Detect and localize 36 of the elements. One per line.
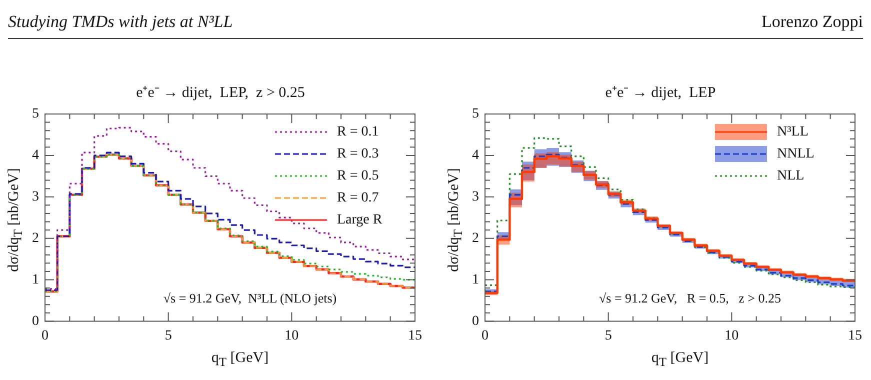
y-tick-label: 1 bbox=[32, 272, 39, 288]
chart-title: e⁺e⁻ → dijet, LEP, z > 0.25 bbox=[136, 84, 305, 101]
y-tick-label: 4 bbox=[472, 148, 479, 164]
y-tick-label: 0 bbox=[32, 314, 39, 329]
x-tick-label: 0 bbox=[42, 328, 48, 344]
y-tick-label: 3 bbox=[32, 190, 39, 205]
x-tick-label: 15 bbox=[408, 328, 422, 344]
x-tick-label: 10 bbox=[724, 328, 739, 344]
y-tick-label: 5 bbox=[32, 106, 39, 122]
y-tick-label: 2 bbox=[32, 230, 39, 246]
legend-label: N³LL bbox=[777, 124, 808, 140]
x-axis-title: q$_{T}$ [GeV] bbox=[211, 350, 269, 370]
legend-label: Large R bbox=[337, 212, 383, 228]
y-tick-label: 5 bbox=[472, 106, 479, 122]
legend-label: R = 0.1 bbox=[337, 124, 379, 140]
annotation: √s = 91.2 GeV, N³LL (NLO jets) bbox=[163, 290, 337, 306]
x-tick-label: 0 bbox=[482, 328, 488, 344]
annotation: √s = 91.2 GeV, R = 0.5, z > 0.25 bbox=[599, 290, 781, 306]
y-tick-label: 2 bbox=[472, 230, 479, 246]
y-tick-label: 4 bbox=[32, 148, 39, 164]
x-tick-label: 10 bbox=[284, 328, 299, 344]
text: Lorenzo Zoppi bbox=[762, 12, 863, 32]
legend-label: R = 0.7 bbox=[337, 190, 379, 206]
x-tick-label: 15 bbox=[848, 328, 862, 344]
legend-label: NLL bbox=[777, 168, 804, 184]
y-tick-label: 1 bbox=[472, 272, 479, 288]
legend-label: R = 0.5 bbox=[337, 168, 379, 184]
legend-label: R = 0.3 bbox=[337, 146, 379, 162]
x-axis-title: q$_{T}$ [GeV] bbox=[651, 350, 709, 370]
x-tick-label: 5 bbox=[164, 328, 172, 344]
y-tick-label: 0 bbox=[472, 314, 479, 329]
y-tick-label: 3 bbox=[472, 190, 479, 205]
chart-title: e⁺e⁻ → dijet, LEP bbox=[605, 84, 716, 101]
text: Studying TMDs with jets at N³LL bbox=[8, 12, 233, 32]
x-tick-label: 5 bbox=[604, 328, 612, 344]
legend-label: NNLL bbox=[777, 146, 814, 162]
